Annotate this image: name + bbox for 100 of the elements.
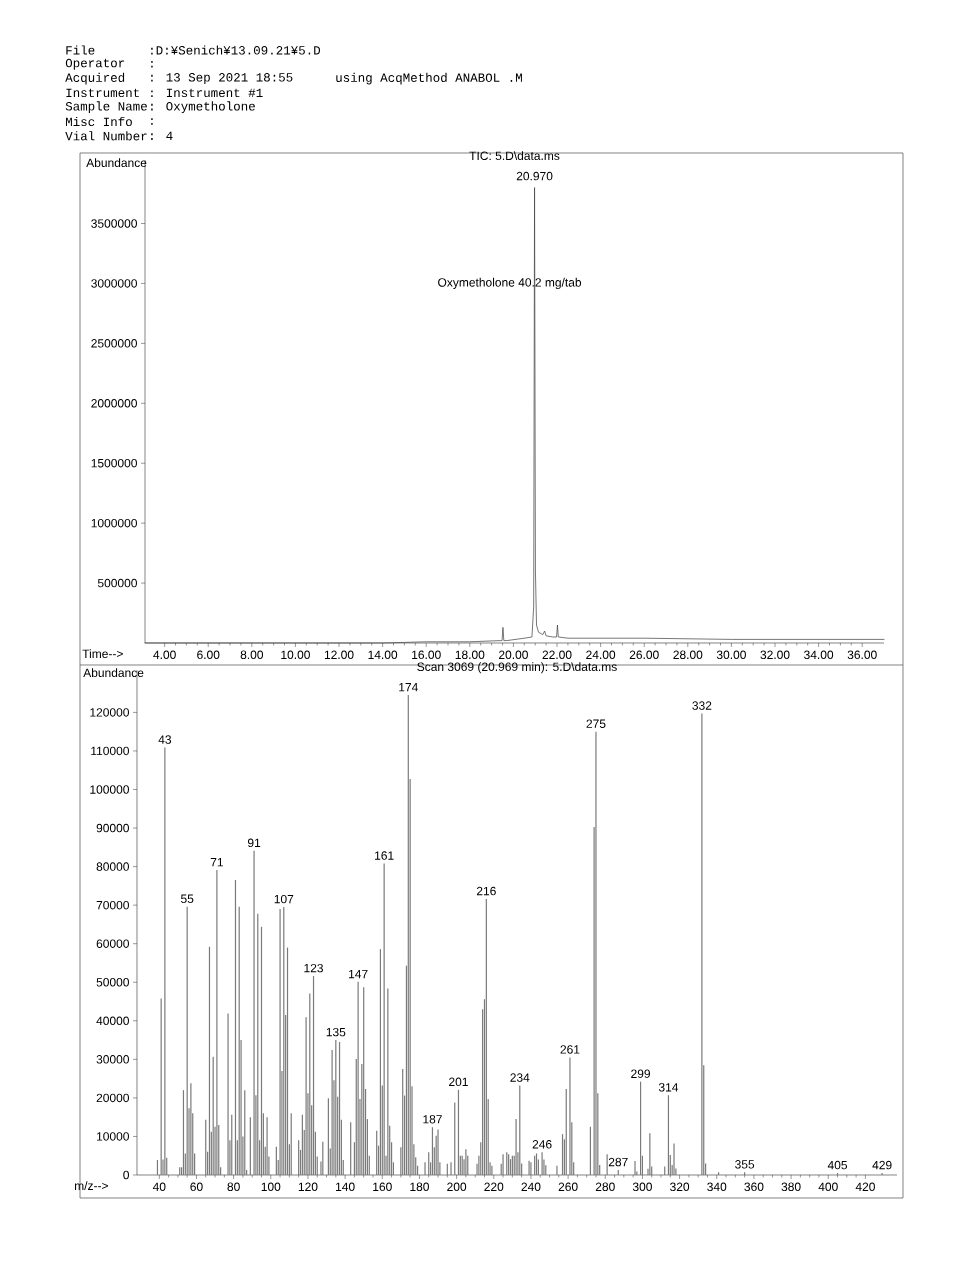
y-tick-label: 0 bbox=[123, 1170, 129, 1180]
chart-title: Scan 3069 (20.969 min): 5.D\data.ms bbox=[417, 662, 617, 674]
annotation: 299 bbox=[631, 1069, 650, 1078]
y-tick-label: 120000 bbox=[90, 708, 129, 717]
annotation: 55 bbox=[180, 894, 194, 903]
annotation: 161 bbox=[375, 851, 394, 860]
annotation: 216 bbox=[476, 886, 496, 896]
text: File bbox=[66, 45, 95, 55]
text: : bbox=[151, 118, 153, 125]
annotation: 275 bbox=[586, 719, 606, 728]
x-tick-label: 8.00 bbox=[240, 650, 264, 660]
annotation: 174 bbox=[399, 683, 418, 692]
x-tick-label: 28.00 bbox=[673, 650, 703, 660]
annotation: 91 bbox=[247, 838, 261, 848]
x-tick-label: 200 bbox=[447, 1182, 467, 1192]
y-tick-label: 500000 bbox=[97, 578, 137, 588]
x-tick-label: 240 bbox=[521, 1182, 541, 1192]
annotation: 429 bbox=[872, 1160, 892, 1170]
x-tick-label: 160 bbox=[373, 1182, 392, 1192]
annotation: 43 bbox=[158, 735, 172, 744]
y-tick-label: 80000 bbox=[96, 862, 129, 871]
x-tick-label: 24.00 bbox=[586, 650, 616, 660]
text: Vial Number bbox=[65, 131, 147, 141]
x-tick-label: 220 bbox=[484, 1182, 504, 1192]
x-axis-title: Time--> bbox=[82, 649, 123, 658]
x-tick-label: 40 bbox=[152, 1182, 166, 1192]
chart-title: TIC: 5.D\data.ms bbox=[469, 151, 560, 160]
annotation: 107 bbox=[274, 894, 294, 904]
x-tick-label: 18.00 bbox=[455, 650, 485, 660]
text: Operator bbox=[65, 58, 125, 70]
y-tick-label: 1500000 bbox=[91, 458, 137, 468]
text: : bbox=[151, 60, 153, 68]
text: : Oxymetholone bbox=[151, 101, 255, 114]
y-tick-label: 90000 bbox=[96, 823, 129, 833]
text: Misc Info bbox=[65, 116, 132, 127]
x-tick-label: 32.00 bbox=[760, 650, 790, 660]
annotation: 246 bbox=[532, 1140, 552, 1149]
annotation: 332 bbox=[692, 701, 712, 710]
y-tick-label: 100000 bbox=[90, 785, 129, 794]
x-tick-label: 4.00 bbox=[153, 650, 176, 660]
x-tick-label: 180 bbox=[410, 1182, 429, 1192]
x-tick-label: 400 bbox=[818, 1182, 838, 1192]
x-tick-label: 12.00 bbox=[324, 650, 354, 660]
x-tick-label: 26.00 bbox=[629, 650, 659, 660]
x-tick-label: 380 bbox=[781, 1182, 801, 1192]
annotation: 355 bbox=[735, 1160, 755, 1169]
x-tick-label: 300 bbox=[632, 1182, 652, 1192]
x-tick-label: 36.00 bbox=[847, 650, 877, 660]
x-tick-label: 140 bbox=[336, 1182, 355, 1192]
text: using AcqMethod ANABOL .M bbox=[336, 72, 522, 85]
annotation: 71 bbox=[210, 858, 223, 867]
x-tick-label: 100 bbox=[261, 1182, 281, 1192]
annotation: 234 bbox=[510, 1073, 530, 1082]
text: Acquired bbox=[65, 72, 125, 85]
x-tick-label: 22.00 bbox=[542, 650, 572, 660]
text: : 4 bbox=[151, 131, 173, 140]
x-tick-label: 60 bbox=[190, 1182, 203, 1192]
y-tick-label: 10000 bbox=[97, 1132, 129, 1141]
y-tick-label: 110000 bbox=[91, 746, 129, 756]
annotation: 123 bbox=[304, 963, 324, 973]
y-tick-label: 20000 bbox=[96, 1093, 129, 1103]
annotation: 261 bbox=[560, 1045, 580, 1054]
text: : Instrument #1 bbox=[151, 88, 263, 98]
text: : 13 Sep 2021 18:55 bbox=[151, 73, 293, 85]
y-tick-label: 2500000 bbox=[91, 339, 137, 348]
x-tick-label: 80 bbox=[227, 1182, 240, 1192]
annotation: 187 bbox=[423, 1115, 442, 1124]
y-tick-label: 3500000 bbox=[91, 219, 137, 228]
x-tick-label: 260 bbox=[558, 1182, 578, 1192]
y-tick-label: 40000 bbox=[96, 1016, 129, 1026]
x-axis-title: m/z--> bbox=[75, 1181, 108, 1190]
annotation: 314 bbox=[658, 1083, 679, 1092]
annotation: 147 bbox=[349, 969, 368, 979]
y-tick-label: 30000 bbox=[96, 1055, 129, 1064]
x-tick-label: 34.00 bbox=[804, 650, 834, 660]
text: :D:¥Senich¥13.09.21¥5.D bbox=[151, 45, 321, 55]
annotation: 201 bbox=[449, 1077, 468, 1087]
y-tick-label: 70000 bbox=[96, 900, 129, 910]
x-tick-label: 10.00 bbox=[281, 650, 310, 660]
x-tick-label: 360 bbox=[744, 1182, 764, 1192]
y-tick-label: 1000000 bbox=[91, 518, 137, 528]
x-tick-label: 16.00 bbox=[412, 650, 441, 660]
annotation: 405 bbox=[827, 1160, 848, 1170]
y-tick-label: 2000000 bbox=[91, 399, 137, 408]
y-tick-label: 50000 bbox=[96, 978, 129, 987]
text: Instrument bbox=[66, 88, 139, 98]
x-tick-label: 340 bbox=[707, 1182, 727, 1192]
annotation: 135 bbox=[326, 1027, 346, 1037]
x-tick-label: 320 bbox=[670, 1182, 690, 1192]
x-tick-label: 420 bbox=[855, 1182, 875, 1192]
x-tick-label: 30.00 bbox=[716, 650, 746, 660]
x-tick-label: 6.00 bbox=[197, 650, 220, 660]
annotation: 287 bbox=[608, 1157, 628, 1167]
y-tick-label: 60000 bbox=[96, 939, 129, 948]
text: Sample Name bbox=[65, 101, 147, 114]
x-tick-label: 280 bbox=[595, 1182, 615, 1192]
y-axis-title: Abundance bbox=[83, 668, 144, 677]
y-tick-label: 3000000 bbox=[91, 279, 137, 288]
x-tick-label: 14.00 bbox=[368, 650, 398, 660]
x-tick-label: 20.00 bbox=[498, 650, 528, 660]
